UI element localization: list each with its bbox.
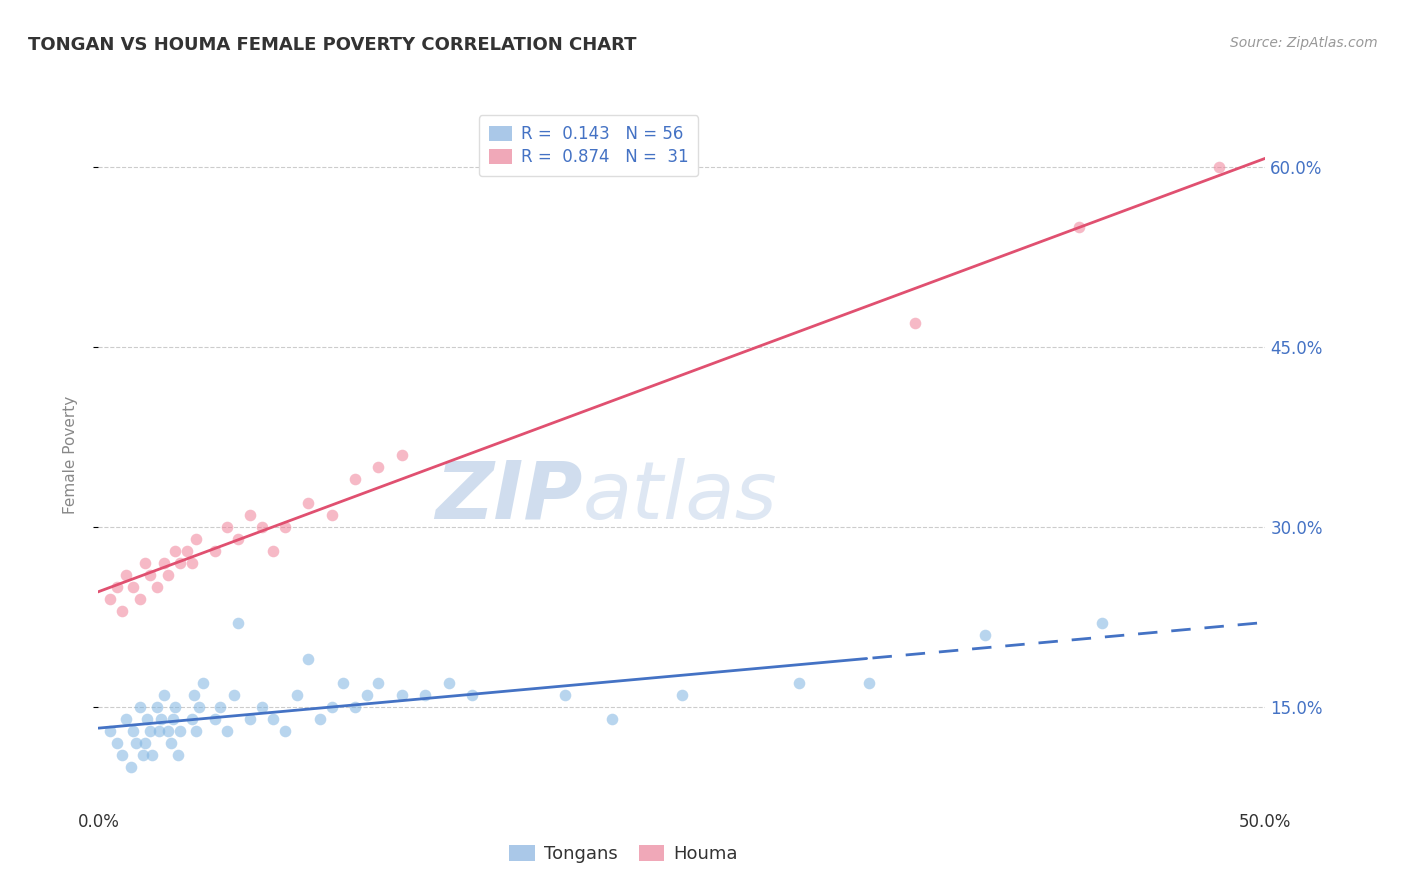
- Point: [148, 723, 170, 738]
- Point: [321, 508, 343, 522]
- Legend: Tongans, Houma: Tongans, Houma: [502, 838, 745, 871]
- Point: [1091, 615, 1114, 630]
- Point: [159, 736, 181, 750]
- Point: [150, 712, 173, 726]
- Text: TONGAN VS HOUMA FEMALE POVERTY CORRELATION CHART: TONGAN VS HOUMA FEMALE POVERTY CORRELATI…: [28, 36, 637, 54]
- Point: [129, 699, 152, 714]
- Point: [183, 688, 205, 702]
- Text: atlas: atlas: [582, 458, 778, 536]
- Point: [239, 712, 262, 726]
- Point: [321, 699, 343, 714]
- Point: [141, 747, 163, 762]
- Point: [250, 699, 273, 714]
- Point: [157, 567, 180, 582]
- Point: [250, 520, 273, 534]
- Point: [111, 604, 134, 618]
- Point: [165, 699, 187, 714]
- Point: [1067, 219, 1090, 234]
- Point: [262, 544, 284, 558]
- Point: [367, 676, 389, 690]
- Y-axis label: Female Poverty: Female Poverty: [63, 396, 77, 514]
- Point: [1208, 160, 1230, 174]
- Point: [166, 747, 188, 762]
- Point: [193, 676, 215, 690]
- Point: [165, 544, 187, 558]
- Point: [262, 712, 284, 726]
- Point: [152, 688, 174, 702]
- Point: [125, 736, 148, 750]
- Point: [186, 723, 208, 738]
- Point: [461, 688, 484, 702]
- Point: [120, 760, 142, 774]
- Point: [146, 580, 169, 594]
- Point: [671, 688, 693, 702]
- Point: [858, 676, 880, 690]
- Point: [122, 723, 145, 738]
- Point: [187, 699, 209, 714]
- Point: [146, 699, 169, 714]
- Point: [176, 544, 198, 558]
- Point: [115, 712, 138, 726]
- Point: [413, 688, 436, 702]
- Point: [180, 556, 202, 570]
- Point: [122, 580, 145, 594]
- Point: [437, 676, 460, 690]
- Point: [105, 580, 128, 594]
- Point: [274, 723, 297, 738]
- Point: [344, 699, 367, 714]
- Point: [600, 712, 623, 726]
- Point: [285, 688, 308, 702]
- Point: [228, 615, 250, 630]
- Point: [239, 508, 262, 522]
- Point: [139, 723, 162, 738]
- Point: [132, 747, 155, 762]
- Point: [204, 712, 226, 726]
- Point: [391, 688, 413, 702]
- Point: [162, 712, 184, 726]
- Point: [169, 723, 191, 738]
- Point: [139, 567, 162, 582]
- Point: [367, 459, 389, 474]
- Point: [215, 520, 238, 534]
- Point: [111, 747, 134, 762]
- Point: [391, 448, 413, 462]
- Point: [554, 688, 576, 702]
- Point: [180, 712, 202, 726]
- Point: [134, 736, 156, 750]
- Point: [129, 591, 152, 606]
- Point: [297, 496, 319, 510]
- Point: [215, 723, 238, 738]
- Point: [157, 723, 180, 738]
- Point: [974, 628, 997, 642]
- Point: [332, 676, 354, 690]
- Point: [297, 652, 319, 666]
- Point: [105, 736, 128, 750]
- Point: [356, 688, 378, 702]
- Text: Source: ZipAtlas.com: Source: ZipAtlas.com: [1230, 36, 1378, 50]
- Point: [228, 532, 250, 546]
- Point: [136, 712, 159, 726]
- Point: [344, 472, 367, 486]
- Point: [208, 699, 231, 714]
- Point: [134, 556, 156, 570]
- Point: [309, 712, 332, 726]
- Point: [904, 316, 927, 330]
- Point: [787, 676, 810, 690]
- Point: [115, 567, 138, 582]
- Point: [98, 723, 121, 738]
- Point: [222, 688, 245, 702]
- Point: [169, 556, 191, 570]
- Point: [274, 520, 297, 534]
- Text: ZIP: ZIP: [436, 458, 582, 536]
- Point: [204, 544, 226, 558]
- Point: [186, 532, 208, 546]
- Point: [98, 591, 121, 606]
- Point: [152, 556, 174, 570]
